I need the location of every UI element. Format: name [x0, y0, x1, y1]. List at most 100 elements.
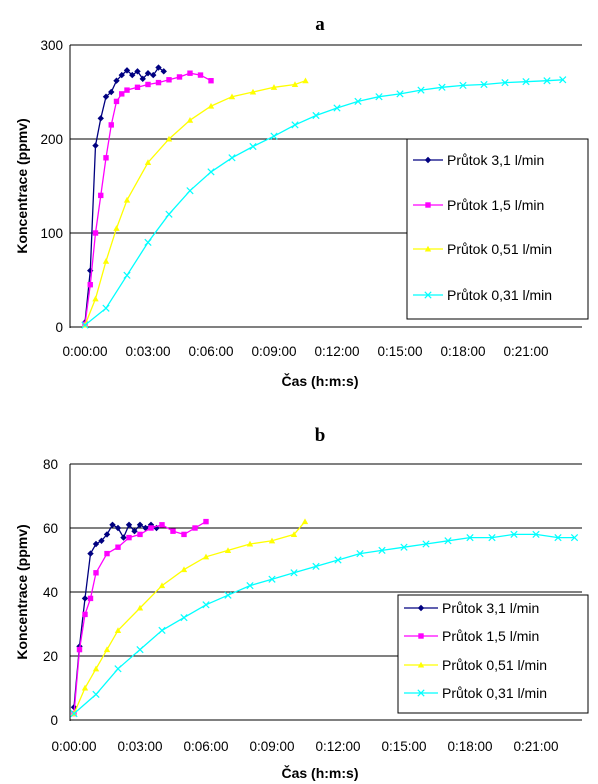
series-line [84, 72, 212, 325]
data-point [136, 521, 144, 528]
data-point [466, 533, 474, 542]
data-point [165, 135, 173, 142]
data-point [82, 611, 88, 618]
data-point [98, 192, 104, 199]
legend-marker [424, 156, 432, 164]
data-point [570, 533, 579, 542]
data-point [129, 71, 136, 79]
data-point [131, 528, 138, 535]
data-point [144, 159, 152, 166]
data-point [246, 581, 254, 590]
chart-a-x-tick: 0:06:00 [188, 344, 233, 359]
legend-marker [418, 633, 424, 639]
data-point [103, 531, 111, 538]
chart-a-x-tick: 0:00:00 [62, 344, 107, 359]
data-point [81, 595, 89, 602]
data-point [488, 533, 496, 542]
chart-a-x-tick: 0:18:00 [440, 344, 485, 359]
chart-b-y-tick: 0 [50, 713, 58, 728]
data-point [144, 70, 152, 77]
data-point [197, 72, 204, 78]
data-point [155, 79, 162, 86]
data-point [270, 132, 278, 140]
data-point [119, 91, 125, 97]
data-point [136, 604, 144, 611]
data-point [186, 117, 194, 123]
data-point [207, 168, 215, 176]
data-point [115, 544, 121, 550]
data-point [134, 68, 141, 75]
chart-b-x-tick: 0:12:00 [315, 739, 360, 754]
data-point [166, 77, 172, 83]
data-point [378, 546, 386, 555]
data-point [375, 93, 383, 101]
data-point [192, 525, 198, 531]
data-point [202, 553, 210, 560]
chart-b-x-axis-title: Čas (h:m:s) [281, 764, 358, 781]
data-point [302, 77, 309, 84]
data-point [104, 550, 110, 557]
chart-b-legend-label: Průtok 0,51 l/min [442, 657, 547, 673]
data-point [126, 534, 132, 541]
data-point [312, 111, 320, 120]
chart-b-x-tick: 0:15:00 [381, 739, 426, 754]
data-point [148, 525, 154, 531]
data-point [108, 122, 114, 128]
series-line [73, 533, 575, 715]
chart-a-x-ticks: 0:00:00 0:03:00 0:06:00 0:09:00 0:12:00 … [62, 344, 548, 359]
data-point [87, 282, 93, 288]
data-point [144, 238, 152, 247]
data-point [147, 521, 155, 528]
data-point [113, 77, 120, 84]
data-point [202, 601, 210, 609]
chart-a-x-tick: 0:09:00 [251, 344, 296, 359]
chart-a-legend: Průtok 3,1 l/min Průtok 1,5 l/min Průtok… [406, 138, 589, 320]
chart-a-y-axis-title: Koncentrace (ppmv) [14, 118, 30, 253]
chart-a-x-axis-title: Čas (h:m:s) [281, 372, 358, 389]
data-point [155, 64, 162, 71]
data-point [81, 684, 89, 691]
chart-b-y-tick: 40 [43, 585, 58, 600]
chart-a-x-tick: 0:15:00 [377, 344, 422, 359]
data-point [92, 142, 99, 149]
data-point [559, 76, 567, 84]
chart-b-y-tick: 80 [43, 457, 58, 472]
data-point [103, 646, 111, 653]
data-point [268, 575, 276, 583]
data-point [136, 645, 144, 654]
chart-a-y-tick: 200 [40, 132, 63, 147]
data-point [438, 83, 446, 91]
data-point [207, 102, 215, 109]
data-point [510, 530, 518, 539]
data-point [108, 88, 115, 96]
chart-b-legend-label: Průtok 0,31 l/min [442, 685, 547, 701]
data-point [102, 93, 110, 100]
series-line [84, 79, 563, 326]
data-point [501, 78, 509, 87]
data-point [532, 530, 540, 539]
data-point [81, 321, 89, 329]
data-point [125, 521, 133, 528]
data-point [522, 78, 530, 86]
chart-b-y-axis-title: Koncentrace (ppmv) [14, 524, 30, 659]
data-point [543, 77, 551, 85]
data-point [93, 570, 99, 576]
chart-b-y-tick: 60 [43, 521, 58, 536]
data-point [396, 90, 404, 98]
data-point [114, 524, 122, 532]
data-point [356, 549, 364, 558]
data-point [291, 121, 299, 129]
chart-b-legend-label: Průtok 1,5 l/min [442, 628, 539, 644]
chart-b-x-tick: 0:09:00 [249, 739, 294, 754]
data-point [290, 569, 298, 577]
chart-b-x-ticks: 0:00:00 0:03:00 0:06:00 0:09:00 0:12:00 … [51, 739, 558, 754]
data-point [290, 531, 298, 537]
data-point [181, 531, 187, 538]
chart-b-x-tick: 0:21:00 [513, 739, 558, 754]
data-point [187, 70, 193, 76]
data-point [208, 78, 214, 84]
data-point [118, 71, 125, 79]
series-line [73, 521, 207, 714]
data-point [114, 665, 122, 673]
data-point [102, 258, 110, 264]
